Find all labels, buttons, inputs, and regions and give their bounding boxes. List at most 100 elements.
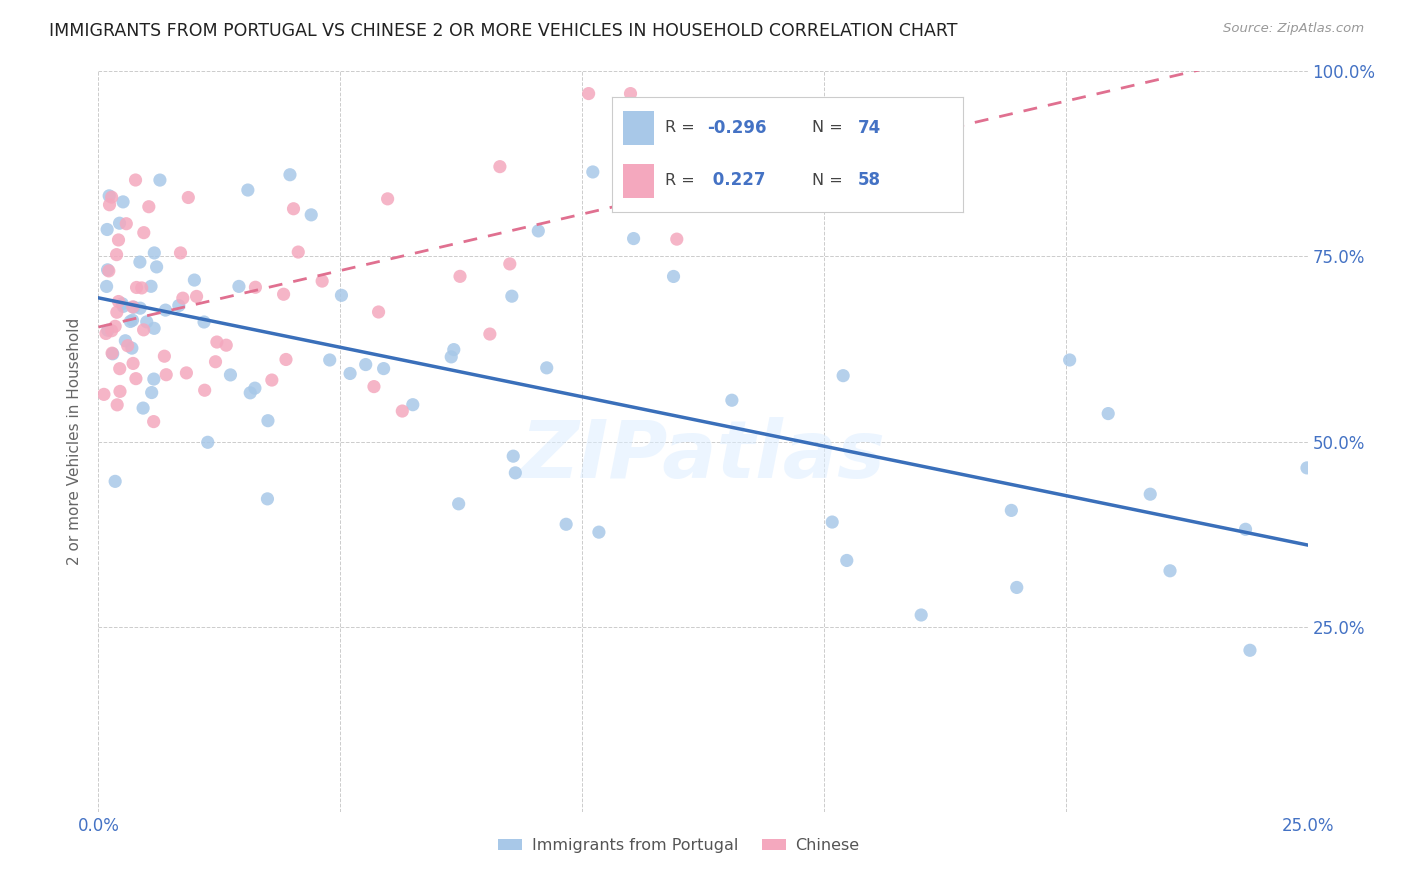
Point [141, 385, 163, 400]
Point [98, 198, 121, 212]
Point [111, 297, 134, 311]
Point [129, 301, 152, 315]
Point [373, 361, 395, 376]
Point [243, 381, 266, 395]
Point [143, 321, 166, 335]
Point [172, 291, 194, 305]
Point [142, 372, 165, 386]
Point [112, 194, 135, 209]
Legend: Immigrants from Portugal, Chinese: Immigrants from Portugal, Chinese [492, 831, 866, 859]
Point [101, 346, 124, 360]
Point [319, 353, 342, 368]
Point [108, 216, 131, 230]
Point [94, 326, 117, 341]
Point [131, 281, 153, 295]
Point [100, 190, 122, 204]
Point [183, 273, 205, 287]
Point [205, 334, 228, 349]
Point [121, 313, 143, 327]
Point [910, 607, 932, 622]
Point [193, 315, 215, 329]
Point [115, 217, 138, 231]
Point [354, 358, 377, 372]
Point [167, 299, 190, 313]
Point [117, 339, 139, 353]
Point [257, 414, 280, 428]
Point [367, 305, 389, 319]
Point [737, 107, 759, 121]
Point [142, 415, 165, 429]
Text: Source: ZipAtlas.com: Source: ZipAtlas.com [1223, 22, 1364, 36]
Point [1296, 461, 1319, 475]
Point [125, 280, 148, 294]
Point [97, 323, 120, 337]
Point [104, 319, 127, 334]
Point [122, 300, 145, 314]
Point [194, 383, 217, 397]
Point [835, 553, 858, 567]
Point [121, 341, 143, 355]
Point [832, 368, 855, 383]
Point [721, 393, 744, 408]
Point [505, 466, 527, 480]
Point [114, 334, 136, 348]
Point [149, 173, 172, 187]
Point [107, 233, 129, 247]
Point [105, 398, 128, 412]
Point [1000, 503, 1022, 517]
Point [1159, 564, 1181, 578]
Point [582, 165, 605, 179]
Text: ZIPatlas: ZIPatlas [520, 417, 886, 495]
Point [578, 87, 600, 101]
Point [128, 255, 150, 269]
Point [204, 355, 226, 369]
Point [402, 398, 425, 412]
Point [236, 183, 259, 197]
Point [330, 288, 353, 302]
Point [96, 222, 118, 236]
Point [440, 350, 463, 364]
Point [273, 287, 295, 301]
Point [138, 200, 160, 214]
Point [391, 404, 413, 418]
Point [105, 305, 128, 319]
Point [1139, 487, 1161, 501]
Point [97, 262, 120, 277]
Point [1059, 353, 1081, 368]
Point [107, 294, 129, 309]
Point [219, 368, 242, 382]
Point [260, 373, 283, 387]
Point [97, 264, 120, 278]
Point [619, 87, 641, 101]
Point [100, 324, 122, 338]
Point [135, 315, 157, 329]
Point [256, 491, 278, 506]
Point [363, 379, 385, 393]
Point [121, 300, 143, 314]
Point [177, 190, 200, 204]
Point [105, 247, 128, 261]
Y-axis label: 2 or more Vehicles in Household: 2 or more Vehicles in Household [67, 318, 83, 566]
Point [124, 173, 146, 187]
Text: IMMIGRANTS FROM PORTUGAL VS CHINESE 2 OR MORE VEHICLES IN HOUSEHOLD CORRELATION : IMMIGRANTS FROM PORTUGAL VS CHINESE 2 OR… [49, 22, 957, 40]
Point [197, 435, 219, 450]
Point [501, 289, 523, 303]
Point [1234, 522, 1257, 536]
Point [287, 245, 309, 260]
Point [104, 475, 127, 489]
Point [169, 246, 191, 260]
Point [1239, 643, 1261, 657]
Point [132, 226, 155, 240]
Point [245, 280, 267, 294]
Point [101, 347, 124, 361]
Point [108, 361, 131, 376]
Point [239, 385, 262, 400]
Point [98, 189, 121, 203]
Point [657, 162, 679, 177]
Point [489, 160, 512, 174]
Point [186, 289, 208, 303]
Point [145, 260, 167, 274]
Point [311, 274, 333, 288]
Point [228, 279, 250, 293]
Point [125, 371, 148, 385]
